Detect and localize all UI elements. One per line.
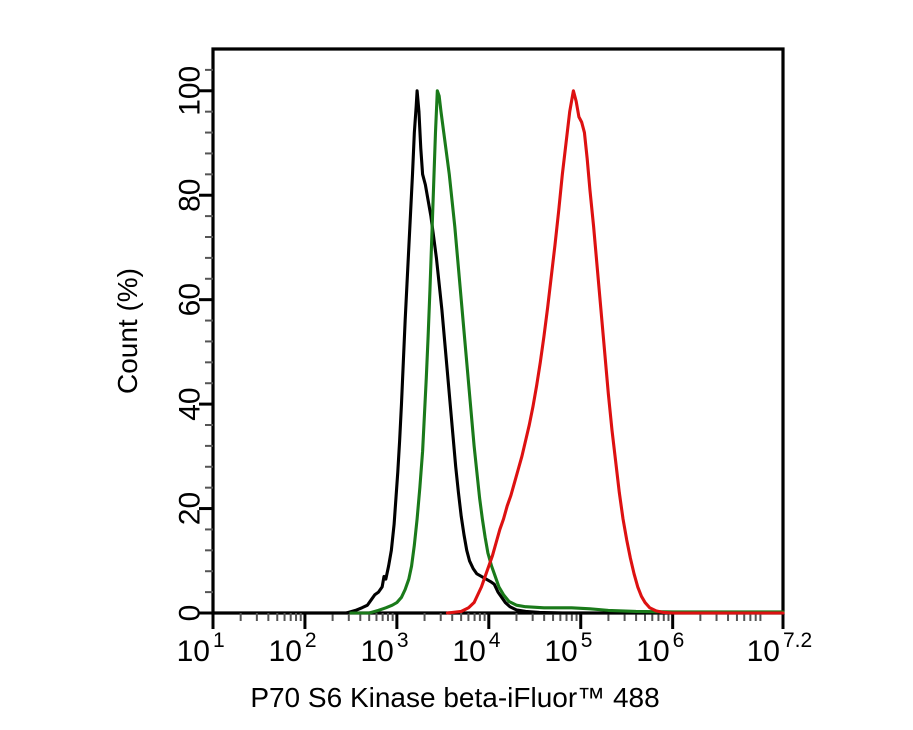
x-tick-label-exponent: 1 (213, 629, 225, 652)
x-tick-label-base: 10 (360, 635, 393, 668)
x-axis-title: P70 S6 Kinase beta-iFluor™ 488 (250, 682, 659, 713)
x-tick-label: 10 6 (636, 629, 684, 668)
y-tick-label: 40 (174, 387, 207, 420)
y-tick-label: 80 (174, 179, 207, 212)
x-tick-label-base: 10 (177, 635, 210, 668)
y-axis-title-text: Count (%) (112, 268, 143, 394)
x-tick-label-base: 10 (636, 635, 669, 668)
y-axis-title: Count (%) (112, 268, 143, 394)
x-tick-label-base: 10 (269, 635, 302, 668)
x-tick-label: 10 4 (452, 629, 500, 668)
x-tick-label-exponent: 2 (305, 629, 317, 652)
x-tick-label: 10 7.2 (747, 629, 813, 668)
x-tick-label-exponent: 5 (581, 629, 593, 652)
x-tick-label-base: 10 (452, 635, 485, 668)
x-tick-label-base: 10 (544, 635, 577, 668)
x-tick-label: 10 2 (269, 629, 317, 668)
y-tick-label: 100 (174, 66, 207, 116)
x-tick-label: 10 3 (360, 629, 408, 668)
x-tick-label-base: 10 (747, 635, 780, 668)
x-tick-label: 10 1 (177, 629, 225, 668)
histogram-trace-p70-s6-kinase-beta-stained (445, 89, 785, 615)
x-tick-label-exponent: 3 (397, 629, 409, 652)
y-axis-ticks (199, 68, 213, 615)
plot-frame (211, 47, 785, 615)
x-axis-ticks (211, 613, 785, 629)
y-axis-tick-labels: 0 20 40 60 80 100 (174, 66, 207, 622)
histogram-trace-isotype-control (349, 89, 785, 615)
histogram-trace-unstained-control (330, 89, 785, 615)
y-tick-label: 0 (174, 605, 207, 622)
y-tick-label: 60 (174, 283, 207, 316)
x-tick-label-exponent: 4 (489, 629, 501, 652)
x-tick-label-exponent: 7.2 (783, 629, 812, 652)
x-tick-label: 10 5 (544, 629, 592, 668)
x-axis-title-text: P70 S6 Kinase beta-iFluor™ 488 (250, 682, 659, 713)
x-tick-label-exponent: 6 (673, 629, 685, 652)
x-axis-tick-labels: 10 1 10 2 10 3 10 4 10 5 10 6 10 7.2 (177, 629, 813, 668)
histogram-traces (330, 89, 785, 615)
y-tick-label: 20 (174, 492, 207, 525)
